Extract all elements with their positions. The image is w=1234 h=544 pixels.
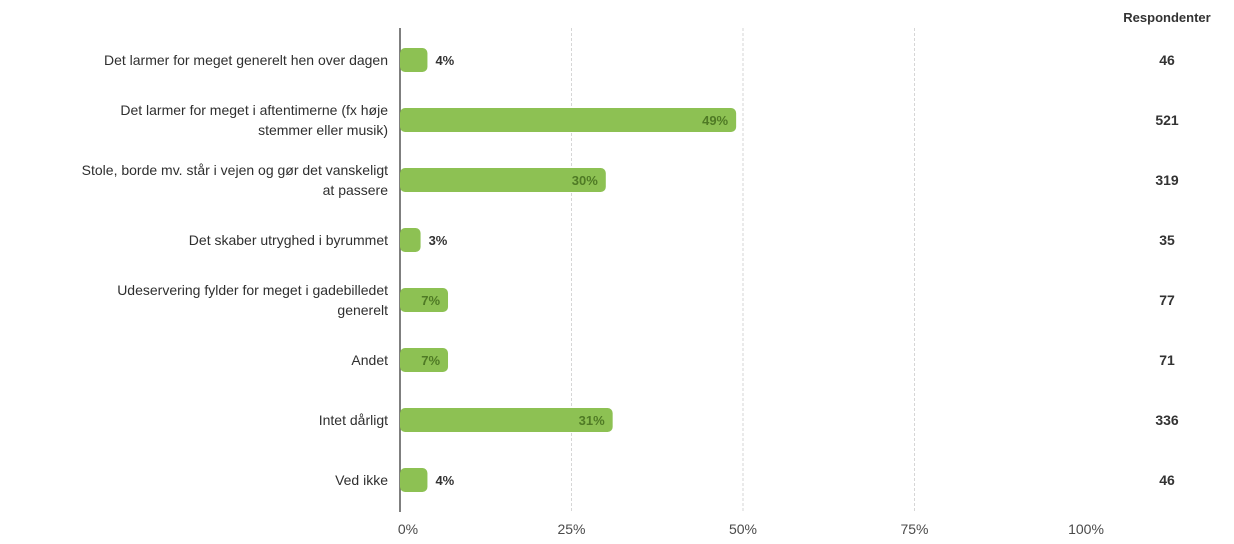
value-label: 30% — [572, 173, 598, 188]
bars — [400, 48, 737, 492]
bar — [400, 468, 428, 492]
x-tick-label: 100% — [1068, 521, 1104, 537]
value-label: 4% — [435, 473, 454, 488]
category-label: Intet dårligt — [319, 412, 388, 428]
respondent-count: 77 — [1159, 292, 1175, 308]
x-tick-label: 25% — [557, 521, 585, 537]
value-label: 31% — [579, 413, 605, 428]
respondent-count: 71 — [1159, 352, 1175, 368]
category-labels: Det larmer for meget generelt hen over d… — [82, 52, 389, 488]
value-labels: 4% 49% 30% 3% 7% 7% 31% 4% — [421, 53, 728, 488]
bar — [400, 408, 613, 432]
bar — [400, 228, 421, 252]
category-label: Ved ikke — [335, 472, 388, 488]
x-tick-label: 0% — [398, 521, 418, 537]
x-axis-ticks: 0% 25% 50% 75% 100% — [398, 521, 1104, 537]
value-label: 7% — [421, 293, 440, 308]
value-label: 7% — [421, 353, 440, 368]
gridlines — [399, 28, 915, 512]
respondents-column: Respondenter 46 521 319 35 77 71 336 46 — [1123, 10, 1210, 488]
category-label: Det skaber utryghed i byrummet — [189, 232, 388, 248]
respondent-count: 35 — [1159, 232, 1175, 248]
bar — [400, 108, 737, 132]
bar — [400, 48, 428, 72]
bar — [400, 348, 449, 372]
category-label: Det larmer for meget i aftentimerne (fx … — [120, 102, 388, 138]
respondents-header: Respondenter — [1123, 10, 1210, 25]
bar — [400, 168, 606, 192]
respondent-count: 46 — [1159, 472, 1175, 488]
value-label: 3% — [429, 233, 448, 248]
respondent-count: 336 — [1155, 412, 1179, 428]
respondent-count: 521 — [1155, 112, 1179, 128]
category-label: Andet — [351, 352, 388, 368]
respondent-count: 46 — [1159, 52, 1175, 68]
x-tick-label: 50% — [729, 521, 757, 537]
category-label: Stole, borde mv. står i vejen og gør det… — [82, 162, 389, 198]
x-tick-label: 75% — [900, 521, 928, 537]
category-label: Udeservering fylder for meget i gadebill… — [117, 282, 388, 318]
respondent-count: 319 — [1155, 172, 1179, 188]
value-label: 49% — [702, 113, 728, 128]
bar — [400, 288, 449, 312]
value-label: 4% — [435, 53, 454, 68]
category-label: Det larmer for meget generelt hen over d… — [104, 52, 388, 68]
